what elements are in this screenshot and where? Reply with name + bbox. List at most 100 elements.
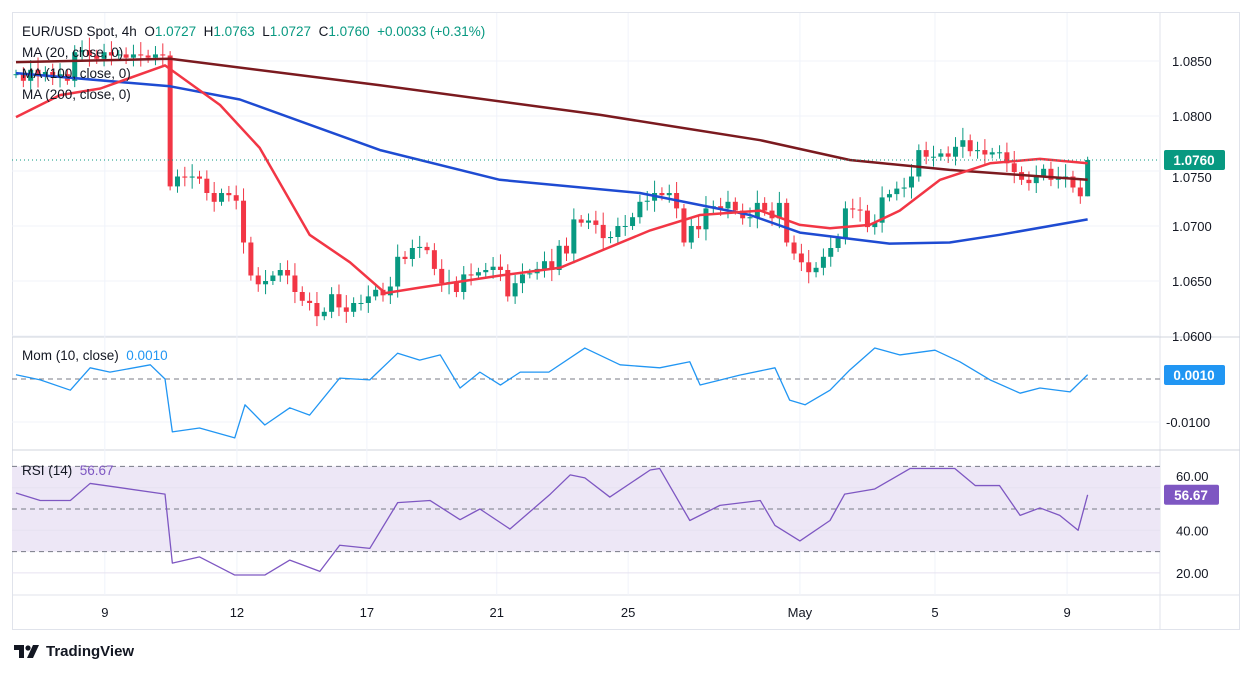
tradingview-brand: TradingView [46, 643, 135, 660]
candle [615, 217, 621, 245]
candle [953, 137, 959, 166]
candle-body [468, 274, 474, 276]
candle [270, 271, 276, 285]
candle [791, 235, 797, 260]
candle-body [931, 156, 936, 158]
candle-body [1041, 168, 1047, 177]
close-label: C [318, 24, 329, 39]
candle-body [50, 72, 56, 78]
rsi-value-label: 56.67 [1174, 488, 1208, 503]
candle-body [336, 294, 342, 308]
candle [497, 254, 503, 282]
x-tick-label: 12 [230, 605, 244, 620]
candle [541, 251, 547, 278]
candle [872, 214, 878, 235]
candle-body [791, 242, 797, 254]
candle [967, 134, 973, 157]
candle [696, 216, 702, 239]
candle-body [688, 226, 694, 243]
symbol-name[interactable]: EUR/USD Spot [22, 24, 115, 39]
candle-body [872, 222, 878, 228]
candle-body [762, 202, 768, 211]
candle-body [160, 54, 166, 56]
candle [1033, 165, 1039, 193]
ma20-legend[interactable]: MA (20, close, 0) [22, 45, 124, 60]
candle [975, 141, 981, 159]
candle-body [219, 193, 225, 202]
candle-body [226, 193, 232, 196]
x-tick-label: 17 [360, 605, 374, 620]
candle-body [776, 202, 782, 219]
candle-body [747, 217, 753, 219]
candle-body [248, 242, 254, 276]
interval[interactable]: 4h [121, 24, 137, 39]
ma100-legend[interactable]: MA (100, close, 0) [22, 66, 131, 81]
candle [1048, 161, 1054, 187]
candle-body [263, 281, 269, 285]
candle [608, 231, 614, 244]
close-value: 1.0760 [328, 24, 370, 39]
candle [123, 47, 129, 65]
rsi-title: RSI (14) [22, 463, 73, 478]
candle [219, 188, 225, 206]
candle-body [1077, 187, 1083, 197]
tradingview-logo-icon [14, 644, 39, 658]
candle-body [79, 50, 85, 53]
rsi-tick-label: 40.00 [1176, 523, 1209, 538]
x-tick-label: 25 [621, 605, 635, 620]
candle [989, 147, 995, 159]
candle [512, 274, 518, 304]
candle [336, 284, 342, 317]
candle-body [828, 248, 834, 257]
candle-body [864, 210, 870, 228]
candle-body [894, 188, 900, 195]
rsi-legend[interactable]: RSI (14) 56.67 [22, 463, 114, 478]
rsi-value: 56.67 [79, 463, 114, 478]
candle [189, 164, 195, 189]
candle-body [505, 270, 511, 297]
candle-body [270, 275, 276, 281]
candle-body [784, 202, 790, 243]
candle-body [938, 153, 944, 157]
price-tick-label: 1.0600 [1172, 329, 1212, 344]
candle-body [879, 197, 885, 223]
candle [461, 266, 467, 300]
tradingview-logo[interactable]: TradingView [14, 643, 134, 660]
candle [453, 276, 459, 298]
candle-body [806, 262, 812, 273]
price-tick-label: 1.0800 [1172, 109, 1212, 124]
price-tick-label: 1.0700 [1172, 219, 1212, 234]
candle [174, 169, 180, 193]
candle-body [549, 261, 555, 270]
candle [263, 270, 269, 295]
candle-body [35, 69, 41, 77]
candle-body [497, 266, 503, 270]
candle-body [299, 292, 305, 301]
rsi-tick-label: 20.00 [1176, 566, 1209, 581]
x-tick-label: 5 [931, 605, 938, 620]
candle-body [960, 140, 966, 147]
ma200-line [15, 57, 1088, 182]
candle-body [835, 238, 841, 248]
candle [152, 46, 158, 66]
candle [600, 212, 606, 250]
candle [908, 164, 914, 199]
candle [255, 267, 261, 292]
candle-body [630, 217, 636, 226]
candle [505, 264, 511, 302]
candle-body [277, 270, 283, 276]
ma200-legend[interactable]: MA (200, close, 0) [22, 87, 131, 102]
candle [1070, 170, 1076, 193]
candle [79, 40, 85, 61]
candle [160, 43, 166, 66]
candle-body [307, 300, 313, 303]
candle-body [556, 245, 562, 270]
candle-body [1004, 152, 1010, 164]
candle [241, 188, 247, 254]
candle-body [20, 74, 26, 81]
candle-body [461, 274, 467, 292]
candle [879, 186, 885, 233]
candle [387, 276, 393, 305]
mom-legend[interactable]: Mom (10, close) 0.0010 [22, 348, 168, 363]
